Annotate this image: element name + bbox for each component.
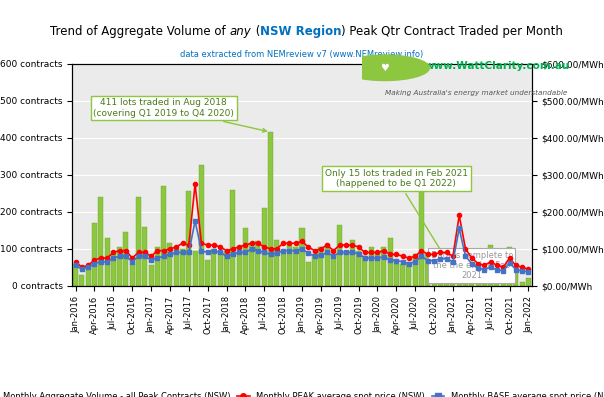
Bar xyxy=(274,239,280,286)
Text: data extracted from NEMreview v7 (www.NEMreview.info): data extracted from NEMreview v7 (www.NE… xyxy=(181,50,423,59)
Text: (: ( xyxy=(251,25,260,39)
Bar xyxy=(92,223,97,286)
Bar xyxy=(388,238,393,286)
Bar xyxy=(211,249,216,286)
Text: Trend of Aggregate Volume of: Trend of Aggregate Volume of xyxy=(50,25,230,39)
Bar xyxy=(469,262,474,286)
Legend: Monthly Aggregate Volume - all Peak Contracts (NSW), Monthly PEAK average spot p: Monthly Aggregate Volume - all Peak Cont… xyxy=(0,388,604,397)
Bar xyxy=(249,243,254,286)
Bar xyxy=(513,271,518,286)
Bar xyxy=(193,251,198,286)
Bar xyxy=(306,262,311,286)
Bar xyxy=(117,247,122,286)
Bar xyxy=(300,228,304,286)
Bar xyxy=(79,275,85,286)
Bar xyxy=(98,197,103,286)
Bar xyxy=(413,254,418,286)
Text: Making Australia's energy market understandable: Making Australia's energy market underst… xyxy=(385,90,567,96)
Bar xyxy=(73,264,78,286)
Bar xyxy=(419,189,424,286)
Bar xyxy=(143,227,147,286)
Bar xyxy=(318,247,323,286)
Bar xyxy=(368,247,374,286)
Circle shape xyxy=(340,55,429,81)
Bar xyxy=(495,267,500,286)
Bar xyxy=(230,189,236,286)
Bar xyxy=(375,252,380,286)
Bar xyxy=(237,247,242,286)
Bar xyxy=(174,249,179,286)
Bar xyxy=(86,267,91,286)
Text: NSW Region: NSW Region xyxy=(260,25,341,39)
Text: ) Peak Qtr Contract Traded per Month: ) Peak Qtr Contract Traded per Month xyxy=(341,25,564,39)
Bar xyxy=(344,251,349,286)
Bar xyxy=(180,249,185,286)
Bar xyxy=(205,260,210,286)
Bar xyxy=(482,264,487,286)
Bar xyxy=(350,239,355,286)
Bar xyxy=(199,166,204,286)
Bar xyxy=(224,251,229,286)
Bar xyxy=(281,254,286,286)
Bar xyxy=(526,278,531,286)
Bar xyxy=(255,241,260,286)
Text: any: any xyxy=(230,25,251,39)
Bar xyxy=(475,266,481,286)
Bar xyxy=(243,228,248,286)
Bar xyxy=(331,256,336,286)
Bar xyxy=(123,232,129,286)
Bar xyxy=(451,267,455,286)
Bar xyxy=(287,243,292,286)
Bar xyxy=(337,225,342,286)
Bar xyxy=(425,254,430,286)
Bar xyxy=(149,266,153,286)
Bar xyxy=(488,245,493,286)
Bar xyxy=(130,264,135,286)
Bar xyxy=(136,197,141,286)
Bar xyxy=(161,186,166,286)
Text: Data is complete to
the the end of Feb
2021: Data is complete to the the end of Feb 2… xyxy=(431,251,513,280)
Bar xyxy=(400,264,405,286)
Text: 411 lots traded in Aug 2018
(covering Q1 2019 to Q4 2020): 411 lots traded in Aug 2018 (covering Q1… xyxy=(93,98,266,132)
Bar xyxy=(268,132,273,286)
Bar xyxy=(167,243,173,286)
Text: Only 15 lots traded in Feb 2021
(happened to be Q1 2022): Only 15 lots traded in Feb 2021 (happene… xyxy=(325,169,468,277)
Bar xyxy=(324,245,330,286)
Bar xyxy=(356,251,361,286)
Bar xyxy=(312,254,317,286)
Bar xyxy=(111,254,116,286)
Bar xyxy=(438,252,443,286)
Bar xyxy=(519,282,525,286)
Text: ♥: ♥ xyxy=(381,63,389,73)
Bar xyxy=(444,258,449,286)
Bar xyxy=(217,252,223,286)
Bar xyxy=(463,264,468,286)
Bar xyxy=(293,247,298,286)
Bar xyxy=(155,247,160,286)
Bar xyxy=(406,264,411,286)
Bar xyxy=(457,280,461,286)
Bar xyxy=(104,238,109,286)
Bar xyxy=(431,260,437,286)
Bar xyxy=(262,208,267,286)
Bar xyxy=(362,256,367,286)
Bar xyxy=(507,247,512,286)
Bar xyxy=(501,273,506,286)
Bar xyxy=(186,191,191,286)
Text: www.WattClarity.com.au: www.WattClarity.com.au xyxy=(425,61,570,71)
Bar xyxy=(394,264,399,286)
Bar xyxy=(381,247,387,286)
